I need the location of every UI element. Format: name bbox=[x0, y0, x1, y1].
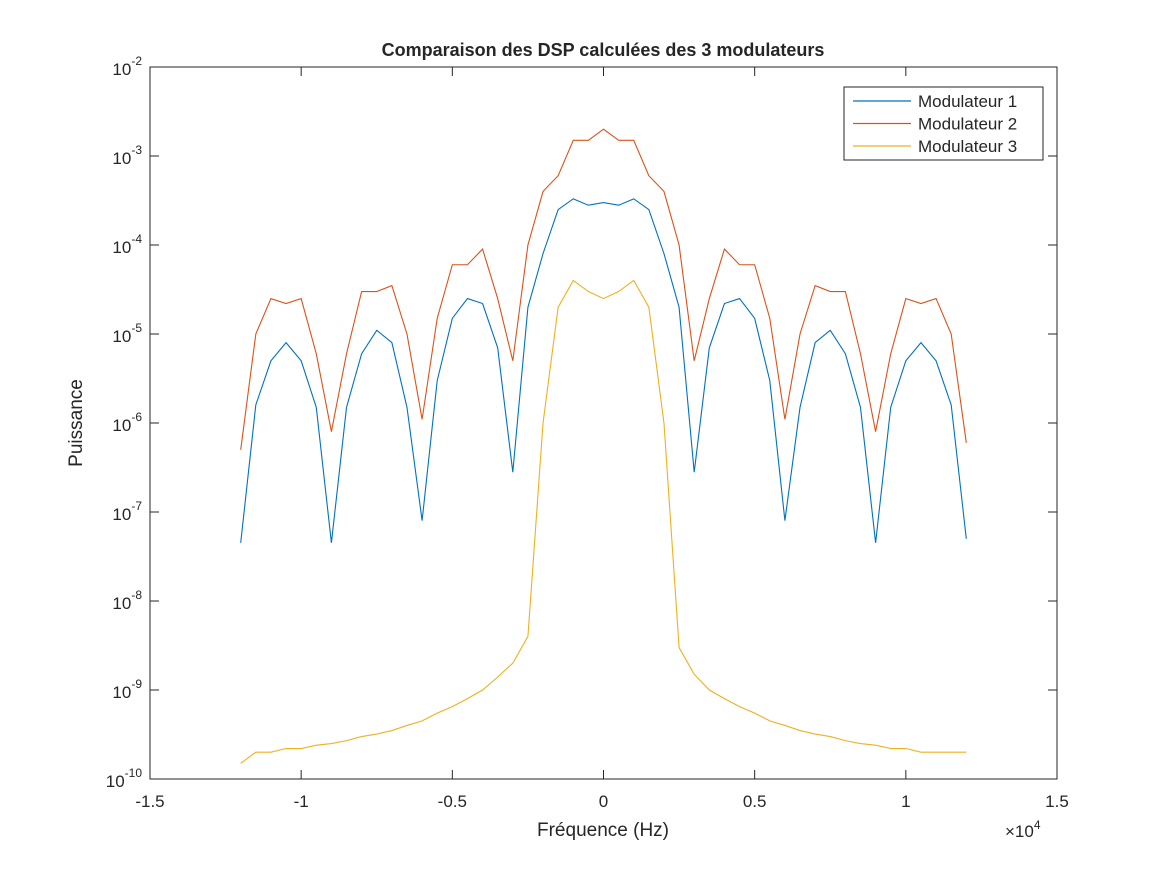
tick-base: 10 bbox=[112, 683, 131, 702]
legend-label: Modulateur 3 bbox=[918, 137, 1017, 156]
tick-base: 10 bbox=[112, 60, 131, 79]
tick-base: 10 bbox=[112, 505, 131, 524]
tick-base: 10 bbox=[112, 149, 131, 168]
series-line bbox=[240, 128, 967, 450]
tick-exponent: -3 bbox=[131, 143, 142, 157]
y-tick-label: 10-4 bbox=[112, 232, 142, 257]
legend-label: Modulateur 1 bbox=[918, 92, 1017, 111]
x-tick-label: -0.5 bbox=[438, 792, 467, 811]
x-tick-label: 1 bbox=[901, 792, 910, 811]
chart-title: Comparaison des DSP calculées des 3 modu… bbox=[382, 40, 825, 60]
tick-exponent: -2 bbox=[131, 54, 142, 68]
x-tick-label: 0 bbox=[599, 792, 608, 811]
x-tick-label: 0.5 bbox=[743, 792, 767, 811]
x-multiplier: ×104 bbox=[1005, 818, 1041, 841]
y-tick-label: 10-6 bbox=[112, 410, 142, 435]
tick-exponent: -6 bbox=[131, 410, 142, 424]
tick-base: 10 bbox=[106, 772, 125, 791]
tick-exponent: -9 bbox=[131, 677, 142, 691]
tick-exponent: -4 bbox=[131, 232, 142, 246]
x-tick-label: -1.5 bbox=[135, 792, 164, 811]
y-tick-label: 10-9 bbox=[112, 677, 142, 702]
tick-base: 10 bbox=[112, 416, 131, 435]
y-tick-label: 10-2 bbox=[112, 54, 142, 79]
tick-exponent: -8 bbox=[131, 588, 142, 602]
x-tick-label: -1 bbox=[294, 792, 309, 811]
tick-exponent: -10 bbox=[125, 766, 143, 780]
tick-exponent: -7 bbox=[131, 499, 142, 513]
series-line bbox=[240, 198, 967, 543]
y-tick-label: 10-5 bbox=[112, 321, 142, 346]
tick-base: 10 bbox=[112, 594, 131, 613]
y-axis-label: Puissance bbox=[66, 379, 87, 467]
y-tick-label: 10-3 bbox=[112, 143, 142, 168]
multiplier-exponent: 4 bbox=[1034, 818, 1041, 832]
y-tick-label: 10-8 bbox=[112, 588, 142, 613]
y-tick-label: 10-7 bbox=[112, 499, 142, 524]
tick-base: 10 bbox=[112, 327, 131, 346]
y-tick-label: 10-10 bbox=[106, 766, 143, 791]
tick-base: 10 bbox=[112, 238, 131, 257]
x-tick-label: 1.5 bbox=[1045, 792, 1069, 811]
x-axis-label: Fréquence (Hz) bbox=[537, 820, 669, 841]
tick-exponent: -5 bbox=[131, 321, 142, 335]
legend-label: Modulateur 2 bbox=[918, 115, 1017, 134]
series-line bbox=[240, 279, 967, 764]
multiplier-base: ×10 bbox=[1005, 822, 1034, 841]
